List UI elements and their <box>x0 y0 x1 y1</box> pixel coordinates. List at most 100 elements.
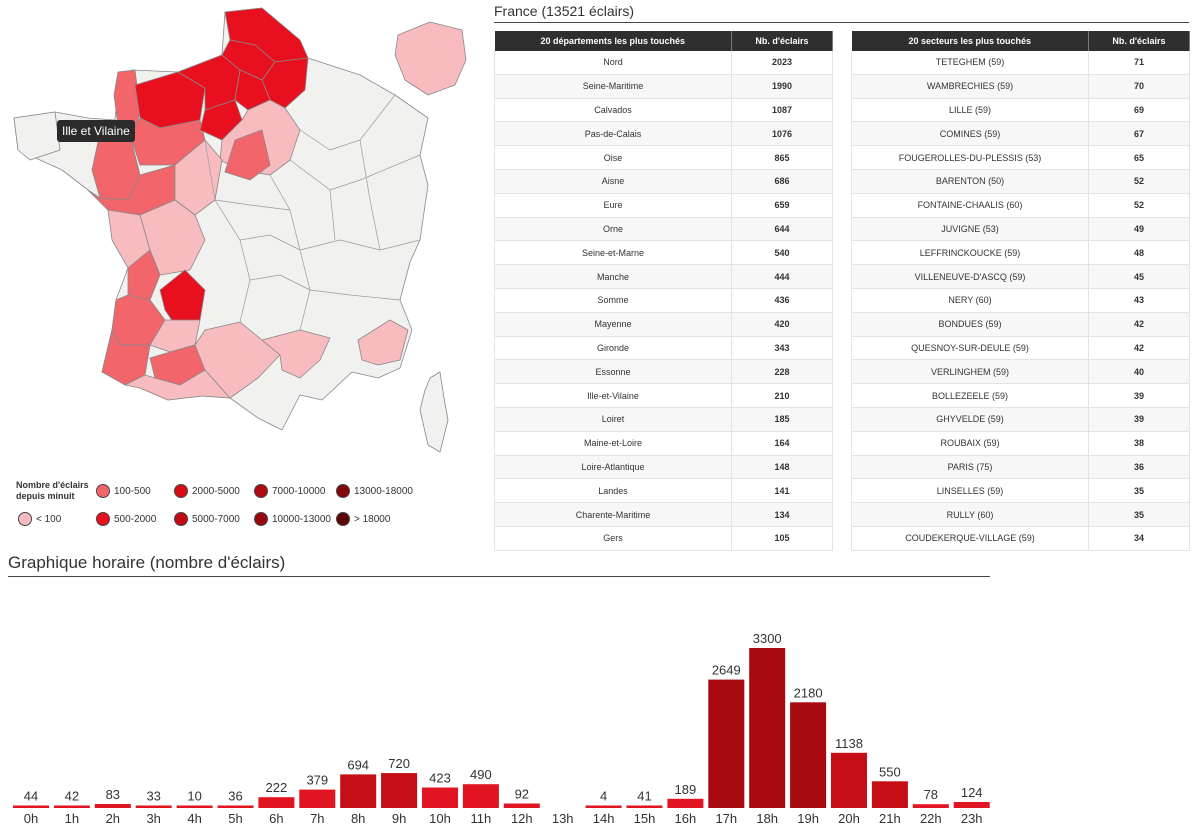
row-name-cell: ROUBAIX (59) <box>851 431 1089 456</box>
table-row: GHYVELDE (59) 39 <box>851 407 1190 432</box>
row-name-cell: VILLENEUVE-D'ASCQ (59) <box>851 264 1089 289</box>
bar-8h[interactable] <box>340 774 377 808</box>
bar-0h[interactable] <box>13 805 49 809</box>
bar-3h[interactable] <box>135 805 172 809</box>
bar-20h[interactable] <box>831 752 867 808</box>
table-row: BARENTON (50) 52 <box>851 169 1190 194</box>
row-value-cell: 70 <box>1088 74 1190 99</box>
bar-16h[interactable] <box>667 798 704 808</box>
legend-item-gt18000: > 18000 <box>336 512 390 526</box>
legend-swatch-icon <box>96 512 110 526</box>
row-name-cell: GHYVELDE (59) <box>851 407 1089 432</box>
row-value-cell: 71 <box>1088 51 1190 75</box>
row-name-cell: Seine-Maritime <box>494 74 732 99</box>
row-value-cell: 228 <box>731 359 833 385</box>
bar-7h[interactable] <box>299 789 336 808</box>
dept-charente-maritime[interactable] <box>127 249 161 301</box>
bar-5h[interactable] <box>217 805 254 809</box>
row-name-cell: Pas-de-Calais <box>494 121 732 147</box>
bar-23h[interactable] <box>953 802 990 808</box>
legend-label: 7000-10000 <box>272 485 326 497</box>
legend-label: 10000-13000 <box>272 513 331 525</box>
map-panel: Ille et Vilaine Nombre d'éclairs depuis … <box>0 0 480 545</box>
row-name-cell: FONTAINE-CHAALIS (60) <box>851 193 1089 218</box>
table-row: ROUBAIX (59) 38 <box>851 431 1190 456</box>
table-row: Maine-et-Loire 164 <box>494 431 833 456</box>
dept-seine-et-marne[interactable] <box>224 129 271 181</box>
table-row: QUESNOY-SUR-DEULE (59) 42 <box>851 336 1190 361</box>
x-tick-label: 7h <box>310 811 324 826</box>
bar-14h[interactable] <box>585 805 622 809</box>
legend-swatch-icon <box>18 512 32 526</box>
row-value-cell: 444 <box>731 264 833 289</box>
legend-item-10000-13000: 10000-13000 <box>254 512 331 526</box>
bar-2h[interactable] <box>94 804 131 808</box>
x-tick-label: 0h <box>24 811 38 826</box>
bar-11h[interactable] <box>462 784 499 808</box>
row-name-cell: Nord <box>494 51 732 75</box>
row-value-cell: 865 <box>731 145 833 170</box>
row-name-cell: Landes <box>494 478 732 504</box>
bar-17h[interactable] <box>708 679 745 808</box>
dept-provence[interactable] <box>357 319 409 366</box>
bar-10h[interactable] <box>422 787 458 809</box>
legend-swatch-icon <box>336 512 350 526</box>
row-value-cell: 48 <box>1088 240 1190 266</box>
table-row: Gironde 343 <box>494 336 833 361</box>
column-header: 20 départements les plus touchés <box>494 31 732 51</box>
row-value-cell: 36 <box>1088 455 1190 480</box>
bar-12h[interactable] <box>503 803 540 809</box>
x-tick-label: 10h <box>429 811 451 826</box>
bar-value-label: 10 <box>187 789 201 804</box>
row-name-cell: LINSELLES (59) <box>851 478 1089 504</box>
row-name-cell: Essonne <box>494 359 732 385</box>
row-name-cell: COMINES (59) <box>851 121 1089 147</box>
row-name-cell: VERLINGHEM (59) <box>851 359 1089 385</box>
row-value-cell: 148 <box>731 455 833 480</box>
bar-1h[interactable] <box>53 805 90 809</box>
france-summary-title: France (13521 éclairs) <box>494 3 1189 23</box>
legend-swatch-icon <box>174 512 188 526</box>
bar-22h[interactable] <box>912 804 949 808</box>
row-name-cell: COUDEKERQUE-VILLAGE (59) <box>851 526 1089 551</box>
bar-value-label: 2180 <box>794 685 823 700</box>
legend-item-lt100: < 100 <box>18 512 61 526</box>
secteurs-table: 20 secteurs les plus touchés Nb. d'éclai… <box>851 31 1190 551</box>
dept-languedoc[interactable] <box>261 329 331 379</box>
table-row: Nord 2023 <box>494 51 833 75</box>
bar-value-label: 3300 <box>753 631 782 646</box>
table-row: TETEGHEM (59) 71 <box>851 51 1190 75</box>
row-name-cell: Orne <box>494 217 732 242</box>
row-name-cell: PARIS (75) <box>851 455 1089 480</box>
dept-lot-et-garonne[interactable] <box>149 319 201 353</box>
row-value-cell: 49 <box>1088 217 1190 242</box>
bar-18h[interactable] <box>749 648 786 808</box>
bar-19h[interactable] <box>790 702 827 808</box>
bar-15h[interactable] <box>626 805 663 809</box>
row-name-cell: Gironde <box>494 336 732 361</box>
row-name-cell: BONDUES (59) <box>851 312 1089 337</box>
bar-value-label: 124 <box>961 785 983 800</box>
dept-finistere[interactable] <box>13 111 61 161</box>
table-row: FONTAINE-CHAALIS (60) 52 <box>851 193 1190 218</box>
bar-6h[interactable] <box>258 797 295 808</box>
legend-label: < 100 <box>36 513 62 525</box>
table-row: Ille-et-Vilaine 210 <box>494 383 833 408</box>
bar-21h[interactable] <box>871 781 908 808</box>
bar-value-label: 4 <box>600 789 607 804</box>
legend-swatch-icon <box>336 484 350 498</box>
bar-value-label: 92 <box>515 787 529 802</box>
bar-9h[interactable] <box>381 773 418 808</box>
row-name-cell: JUVIGNE (53) <box>851 217 1089 242</box>
dept-northeast[interactable] <box>394 21 467 96</box>
bar-4h[interactable] <box>176 805 213 809</box>
row-value-cell: 38 <box>1088 431 1190 456</box>
table-row: NERY (60) 43 <box>851 288 1190 313</box>
bar-value-label: 83 <box>106 787 120 802</box>
france-map[interactable] <box>0 0 480 470</box>
row-name-cell: Seine-et-Marne <box>494 240 732 266</box>
table-row: Gers 105 <box>494 526 833 551</box>
hourly-bar-chart: 440h421h832h333h104h365h2226h3797h6948h7… <box>13 631 990 826</box>
row-name-cell: Loire-Atlantique <box>494 455 732 480</box>
dept-midi[interactable] <box>194 321 281 399</box>
